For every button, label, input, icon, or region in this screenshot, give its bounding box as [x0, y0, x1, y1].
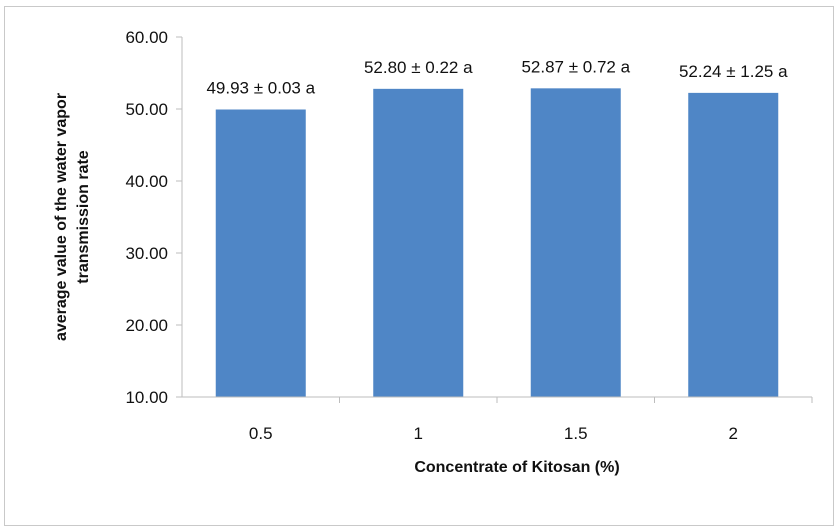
x-tick-label: 1	[414, 424, 423, 443]
bar	[215, 109, 306, 397]
bar	[373, 88, 464, 397]
y-axis-title: average value of the water vapor transmis…	[53, 93, 92, 341]
x-tick-label: 2	[729, 424, 738, 443]
x-tick-label: 1.5	[564, 424, 588, 443]
y-axis-ticks: 10.00 20.00 30.00 40.00 50.00 60.00	[125, 28, 182, 407]
bar	[530, 88, 621, 397]
y-tick-label: 40.00	[125, 172, 168, 191]
data-label: 52.24 ± 1.25 a	[679, 62, 788, 81]
y-tick-label: 50.00	[125, 100, 168, 119]
y-tick-label: 30.00	[125, 244, 168, 263]
x-tick-label: 0.5	[249, 424, 273, 443]
y-tick-label: 60.00	[125, 28, 168, 47]
data-label: 52.80 ± 0.22 a	[364, 58, 473, 77]
y-axis-title-line: transmission rate	[75, 150, 92, 283]
x-axis-title: Concentrate of Kitosan (%)	[414, 459, 619, 476]
data-label: 49.93 ± 0.03 a	[206, 79, 315, 98]
data-labels: 49.93 ± 0.03 a 52.80 ± 0.22 a 52.87 ± 0.72…	[206, 57, 788, 97]
y-axis-title-line: average value of the water vapor	[53, 93, 70, 341]
y-tick-label: 20.00	[125, 316, 168, 335]
x-axis-ticks: 0.5 1 1.5 2	[249, 397, 813, 443]
y-tick-label: 10.00	[125, 388, 168, 407]
bars	[215, 88, 779, 397]
bar	[688, 92, 779, 397]
data-label: 52.87 ± 0.72 a	[521, 57, 630, 76]
